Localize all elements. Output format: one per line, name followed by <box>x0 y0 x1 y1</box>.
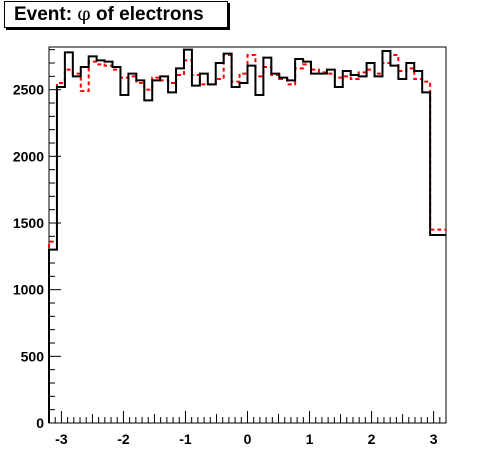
x-tick-label: -3 <box>55 431 68 447</box>
series-layer <box>48 48 446 423</box>
x-tick-label: -2 <box>117 431 130 447</box>
x-tick-label: 0 <box>244 431 252 447</box>
axes: 0 500 1000 1500 2000 2500 -3 -2 -1 0 1 2 3 <box>13 49 447 447</box>
y-tick-label: 0 <box>36 415 44 431</box>
y-tick-label: 1000 <box>13 282 44 298</box>
y-tick-label: 2500 <box>13 82 44 98</box>
y-tick-label: 2000 <box>13 148 44 164</box>
y-tick-label: 1500 <box>13 215 44 231</box>
series-1-histogram <box>48 48 446 423</box>
x-tick-label: -1 <box>179 431 192 447</box>
chart-title-suffix: of electrons <box>90 4 204 25</box>
plot-frame <box>48 46 447 424</box>
x-tick-label: 3 <box>430 431 438 447</box>
y-tick-label: 500 <box>21 348 45 364</box>
series-2-line <box>48 54 446 423</box>
x-tick-label: 1 <box>306 431 314 447</box>
series-1-line <box>48 48 446 423</box>
chart-title: Event: φ of electrons <box>4 1 228 28</box>
x-tick-label: 2 <box>368 431 376 447</box>
series-2-histogram <box>48 54 446 423</box>
chart-title-prefix: Event: <box>14 4 78 25</box>
chart-title-phi-symbol: φ <box>77 3 91 25</box>
